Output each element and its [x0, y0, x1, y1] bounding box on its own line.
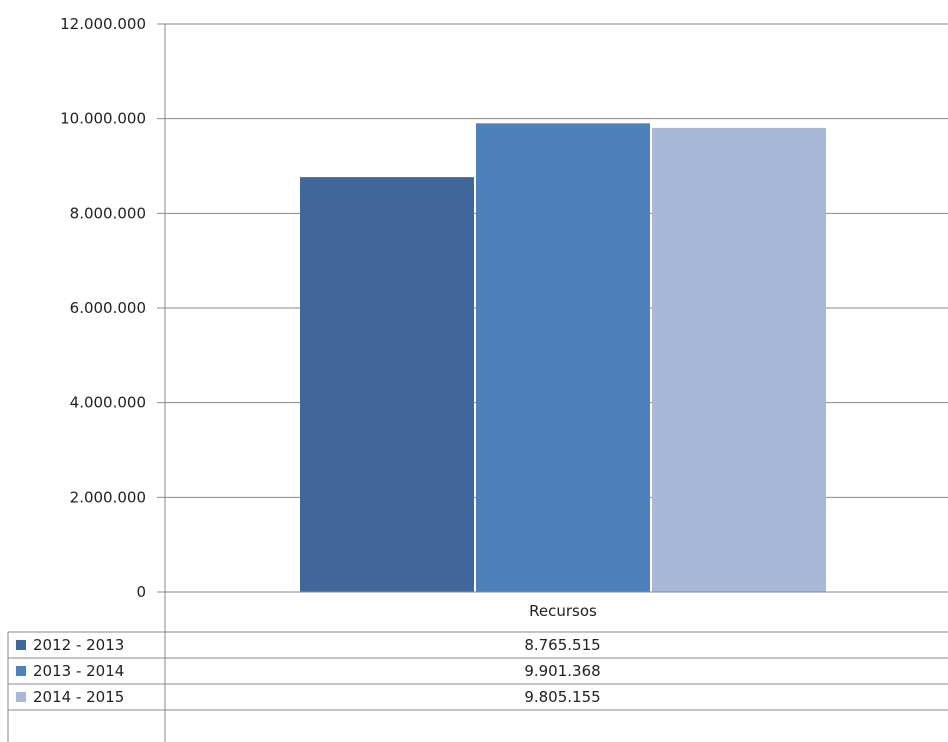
bar-2013-2014	[476, 123, 650, 592]
legend-swatch	[16, 692, 26, 702]
y-tick-label: 8.000.000	[70, 204, 146, 222]
bar-2012-2013	[300, 177, 474, 593]
bars	[300, 123, 826, 593]
data-table: 2012 - 2013 8.765.515 2013 - 2014 9.901.368…	[7, 631, 948, 742]
legend-label: 2013 - 2014	[33, 662, 124, 680]
legend-label: 2014 - 2015	[33, 688, 124, 706]
y-tick-label: 2.000.000	[70, 488, 146, 506]
legend-label: 2012 - 2013	[33, 636, 124, 654]
bar-2014-2015	[652, 127, 826, 592]
y-tick-label: 4.000.000	[70, 394, 146, 412]
y-tick-label: 12.000.000	[60, 15, 146, 33]
y-tick-label: 0	[136, 583, 146, 601]
category-label: Recursos	[529, 602, 597, 620]
y-tick-label: 10.000.000	[60, 110, 146, 128]
data-label: 9.901.368	[524, 662, 600, 680]
data-label: 8.765.515	[524, 636, 600, 654]
y-axis-ticks: 0 2.000.000 4.000.000 6.000.000 8.000.000 10.…	[60, 15, 165, 601]
y-tick-label: 6.000.000	[70, 299, 146, 317]
legend-swatch	[16, 640, 26, 650]
legend-swatch	[16, 666, 26, 676]
data-label: 9.805.155	[524, 688, 600, 706]
